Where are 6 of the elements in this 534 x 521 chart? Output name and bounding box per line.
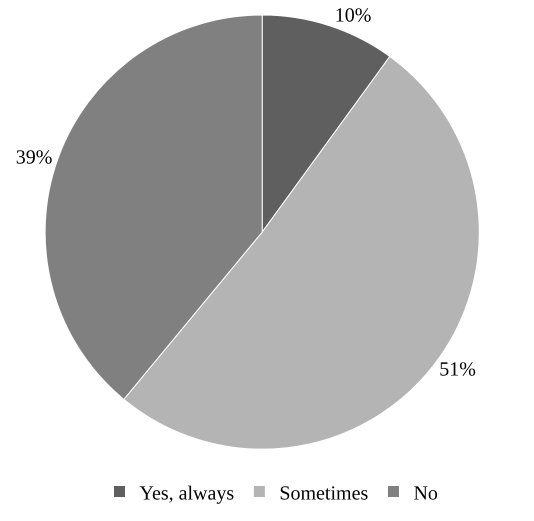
legend-label: No <box>413 482 438 504</box>
legend-label: Sometimes <box>279 482 368 504</box>
data-label: 39% <box>16 146 52 168</box>
data-label: 10% <box>334 4 372 27</box>
data-label: 51% <box>439 358 476 380</box>
legend-label: Yes, always <box>140 482 234 504</box>
